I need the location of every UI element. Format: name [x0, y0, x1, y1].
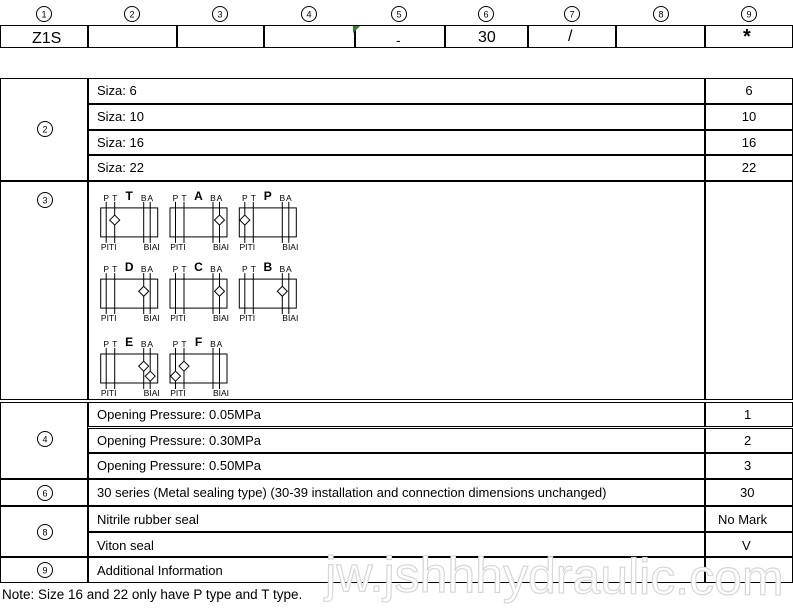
- svg-text:B: B: [279, 264, 285, 274]
- svg-text:T: T: [126, 189, 134, 203]
- svg-text:A: A: [147, 264, 153, 274]
- svg-text:P: P: [242, 264, 248, 274]
- svg-text:B: B: [141, 339, 147, 349]
- svg-text:P: P: [264, 189, 272, 203]
- svg-text:PITI: PITI: [101, 388, 117, 398]
- svg-text:B: B: [141, 264, 147, 274]
- svg-text:B: B: [210, 264, 216, 274]
- svg-text:A: A: [217, 193, 223, 203]
- svg-text:BIAI: BIAI: [213, 313, 229, 323]
- svg-text:BIAI: BIAI: [144, 388, 160, 398]
- svg-text:P: P: [173, 264, 179, 274]
- svg-text:T: T: [112, 264, 117, 274]
- svg-text:A: A: [286, 193, 292, 203]
- svg-text:A: A: [286, 264, 292, 274]
- svg-text:T: T: [181, 193, 186, 203]
- svg-text:B: B: [279, 193, 285, 203]
- svg-text:PITI: PITI: [101, 242, 117, 252]
- svg-text:PITI: PITI: [101, 313, 117, 323]
- svg-text:B: B: [263, 260, 272, 274]
- svg-text:T: T: [112, 339, 117, 349]
- svg-text:PITI: PITI: [170, 313, 186, 323]
- svg-text:P: P: [103, 264, 109, 274]
- svg-text:D: D: [125, 260, 134, 274]
- svg-text:T: T: [112, 193, 117, 203]
- svg-text:F: F: [195, 335, 202, 349]
- svg-text:C: C: [194, 260, 203, 274]
- svg-text:P: P: [103, 193, 109, 203]
- svg-text:BIAI: BIAI: [213, 388, 229, 398]
- svg-text:BIAI: BIAI: [213, 242, 229, 252]
- svg-text:P: P: [173, 339, 179, 349]
- svg-text:P: P: [173, 193, 179, 203]
- svg-text:B: B: [210, 339, 216, 349]
- svg-text:BIAI: BIAI: [144, 313, 160, 323]
- svg-text:T: T: [251, 264, 256, 274]
- svg-text:A: A: [217, 264, 223, 274]
- svg-text:A: A: [217, 339, 223, 349]
- svg-text:A: A: [194, 189, 203, 203]
- svg-text:BIAI: BIAI: [144, 242, 160, 252]
- svg-text:P: P: [242, 193, 248, 203]
- svg-text:BIAI: BIAI: [282, 313, 298, 323]
- svg-text:PITI: PITI: [240, 313, 256, 323]
- svg-text:A: A: [147, 339, 153, 349]
- svg-text:B: B: [210, 193, 216, 203]
- svg-text:B: B: [141, 193, 147, 203]
- svg-text:P: P: [103, 339, 109, 349]
- svg-text:T: T: [251, 193, 256, 203]
- svg-text:T: T: [181, 339, 186, 349]
- svg-text:BIAI: BIAI: [282, 242, 298, 252]
- svg-text:T: T: [181, 264, 186, 274]
- svg-text:PITI: PITI: [170, 242, 186, 252]
- svg-text:PITI: PITI: [170, 388, 186, 398]
- svg-text:A: A: [147, 193, 153, 203]
- svg-text:PITI: PITI: [240, 242, 256, 252]
- svg-text:E: E: [125, 335, 133, 349]
